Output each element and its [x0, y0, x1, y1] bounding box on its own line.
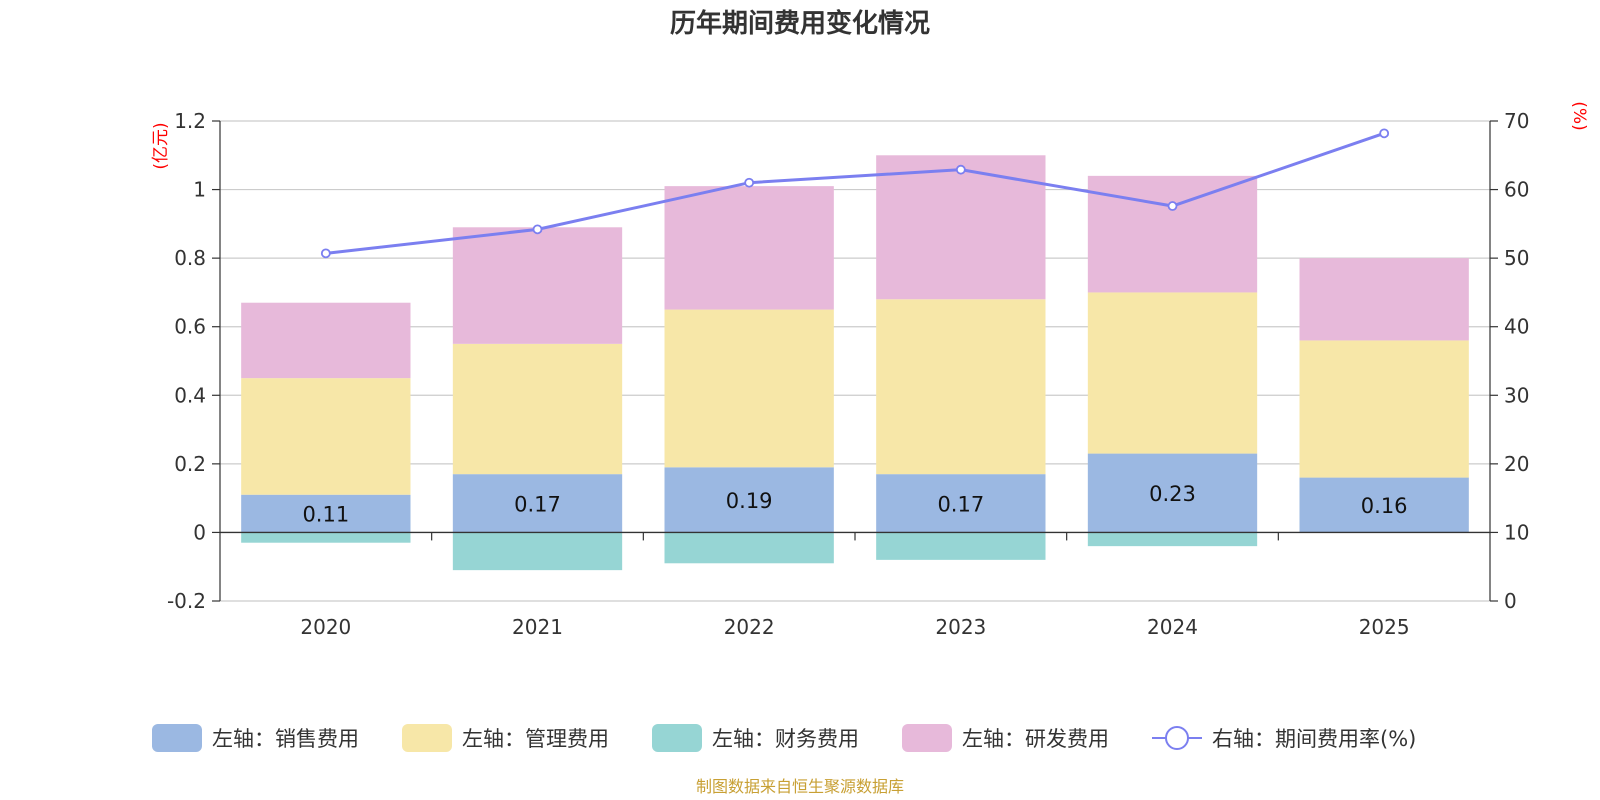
- chart-title: 历年期间费用变化情况: [670, 8, 930, 39]
- bar-segment: [876, 532, 1046, 560]
- rate-point: [955, 164, 966, 175]
- rate-point: [320, 248, 331, 259]
- data-label: 0.19: [726, 489, 773, 513]
- data-label: 0.11: [302, 503, 349, 527]
- legend-marker-icon: [1165, 726, 1189, 750]
- bar-segment: [664, 309, 834, 468]
- bar-segment: [1087, 292, 1258, 454]
- bar-segment: [1299, 340, 1469, 478]
- bars: [241, 155, 1469, 571]
- x-axis-tick-label: 2021: [512, 615, 563, 639]
- legend-label: 左轴：财务费用: [712, 727, 859, 751]
- rate-point: [744, 177, 755, 188]
- data-label: 0.17: [937, 492, 984, 516]
- rate-point: [1167, 201, 1178, 211]
- legend-swatch: [652, 724, 702, 752]
- bar-segment: [876, 155, 1046, 300]
- bar-segment: [452, 343, 623, 475]
- legend-swatch: [152, 724, 202, 752]
- bar-segment: [452, 474, 623, 533]
- rate-line: [320, 128, 1390, 259]
- left-axis-tick-label: 1.2: [174, 109, 206, 133]
- left-axis-unit: (亿元): [151, 122, 171, 169]
- right-axis-tick-label: 60: [1504, 178, 1529, 202]
- bar-segment: [876, 299, 1046, 475]
- right-axis-tick-label: 40: [1504, 315, 1529, 339]
- bar-segment: [241, 494, 411, 533]
- bar-segment: [1087, 453, 1258, 533]
- right-axis-tick-label: 10: [1504, 520, 1529, 544]
- bar-segment: [1299, 258, 1469, 341]
- right-axis-tick-label: 30: [1504, 383, 1529, 407]
- bar-segment: [664, 186, 834, 310]
- rate-line-path: [325, 131, 1385, 255]
- left-axis-tick-label: 0.2: [174, 452, 206, 476]
- rate-point: [1379, 128, 1390, 139]
- right-axis-tick-label: 0: [1504, 589, 1517, 613]
- left-axis-tick-label: 1: [193, 178, 206, 202]
- right-axis-tick-label: 50: [1504, 246, 1529, 270]
- right-axis-tick-label: 20: [1504, 452, 1529, 476]
- bar-segment: [241, 302, 411, 379]
- data-labels: 0.11 0.17 0.19 0.17 0.23 0.16: [302, 482, 1407, 527]
- x-axis-tick-label: 2025: [1359, 615, 1410, 639]
- x-axis-tick-label: 2024: [1147, 615, 1198, 639]
- x-axis-tick-label: 2023: [935, 615, 986, 639]
- legend-swatch: [402, 724, 452, 752]
- legend-label: 左轴：研发费用: [962, 727, 1109, 751]
- bar-segment: [241, 378, 411, 495]
- bar-segment: [664, 532, 834, 564]
- legend: 左轴：销售费用 左轴：管理费用 左轴：财务费用 左轴：研发费用 右轴：期间费用率(%): [152, 724, 1416, 752]
- left-axis-tick-label: 0.6: [174, 315, 206, 339]
- right-axis-tick-label: 70: [1504, 109, 1529, 133]
- bar-segment: [241, 532, 411, 543]
- left-axis-tick-label: 0: [193, 520, 206, 544]
- x-axis-tick-label: 2022: [724, 615, 775, 639]
- legend-label: 右轴：期间费用率(%): [1212, 727, 1416, 751]
- axes: -0.2 0 0.2 0.4 0.6 0.8 1 1.2 0 10 20 30 40 50 60 70 2020…: [167, 109, 1529, 639]
- data-label: 0.17: [514, 492, 561, 516]
- rate-point: [532, 224, 543, 235]
- left-axis-tick-label: 0.8: [174, 246, 206, 270]
- bar-segment: [452, 227, 623, 344]
- left-axis-tick-label: -0.2: [167, 589, 206, 613]
- data-label: 0.23: [1149, 482, 1196, 506]
- x-axis-tick-label: 2020: [300, 615, 351, 639]
- bar-segment: [1299, 477, 1469, 533]
- data-source: 制图数据来自恒生聚源数据库: [696, 777, 904, 796]
- gridlines: [220, 120, 1490, 602]
- legend-swatch: [902, 724, 952, 752]
- right-axis-unit: (%): [1569, 101, 1589, 130]
- data-label: 0.16: [1361, 494, 1408, 518]
- legend-label: 左轴：销售费用: [212, 727, 359, 751]
- bar-segment: [876, 474, 1046, 533]
- bar-segment: [1087, 175, 1258, 293]
- bar-segment: [1087, 532, 1258, 547]
- legend-label: 左轴：管理费用: [462, 727, 609, 751]
- bar-segment: [452, 532, 623, 571]
- bar-segment: [664, 467, 834, 533]
- left-axis-tick-label: 0.4: [174, 383, 206, 407]
